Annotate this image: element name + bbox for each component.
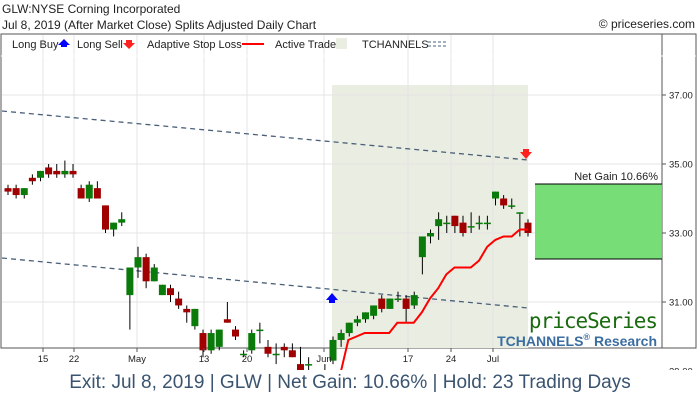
gray-box-icon xyxy=(336,38,347,49)
legend: Long Buy Long Sell Adaptive Stop Loss Ac… xyxy=(1,38,696,57)
x-axis: 15 22 May 13 20 Jun 17 24 Jul xyxy=(38,348,499,365)
svg-text:24: 24 xyxy=(446,354,457,365)
net-gain-box xyxy=(535,184,661,259)
legend-tchannels: TCHANNELS xyxy=(362,39,429,51)
trade-summary: Exit: Jul 8, 2019 | GLW | Net Gain: 10.6… xyxy=(69,372,631,393)
legend-adaptive-stop-loss: Adaptive Stop Loss xyxy=(147,39,242,51)
candles xyxy=(4,160,532,370)
chart-subtitle: Jul 8, 2019 (After Market Close) Splits … xyxy=(2,18,317,32)
watermark-research: TCHANNELS® Research xyxy=(497,332,657,349)
tchannels xyxy=(1,110,529,309)
chart-title: GLW:NYSE Corning Incorporated xyxy=(2,2,181,16)
net-gain-label: Net Gain 10.66% xyxy=(574,171,658,183)
svg-text:Jun: Jun xyxy=(316,354,331,365)
legend-active-trade: Active Trade xyxy=(275,39,336,51)
candlestick-chart: Net Gain 10.66% Long Buy Long Sell Adapt… xyxy=(0,33,697,371)
copyright: © priceseries.com xyxy=(598,17,695,31)
svg-text:Jul: Jul xyxy=(487,354,499,365)
watermark-brand: priceSeries xyxy=(529,309,657,333)
long-sell-arrow-icon xyxy=(520,149,532,159)
legend-long-buy: Long Buy xyxy=(12,39,59,51)
svg-text:May: May xyxy=(128,354,146,365)
svg-text:13: 13 xyxy=(199,354,210,365)
active-trade-region xyxy=(332,85,528,348)
svg-text:33.00: 33.00 xyxy=(669,229,693,240)
svg-text:22: 22 xyxy=(69,354,80,365)
svg-text:17: 17 xyxy=(403,354,414,365)
svg-text:37.00: 37.00 xyxy=(669,91,693,102)
svg-text:29.00: 29.00 xyxy=(669,367,693,371)
red-down-arrow-icon xyxy=(123,40,135,49)
svg-text:35.00: 35.00 xyxy=(669,160,693,171)
svg-text:31.00: 31.00 xyxy=(669,298,693,309)
legend-long-sell: Long Sell xyxy=(77,39,123,51)
svg-text:15: 15 xyxy=(38,354,49,365)
svg-text:20: 20 xyxy=(242,354,253,365)
blue-up-arrow-icon xyxy=(58,39,70,47)
adaptive-stop-loss-line xyxy=(340,228,528,370)
long-buy-arrow-icon xyxy=(326,293,338,303)
